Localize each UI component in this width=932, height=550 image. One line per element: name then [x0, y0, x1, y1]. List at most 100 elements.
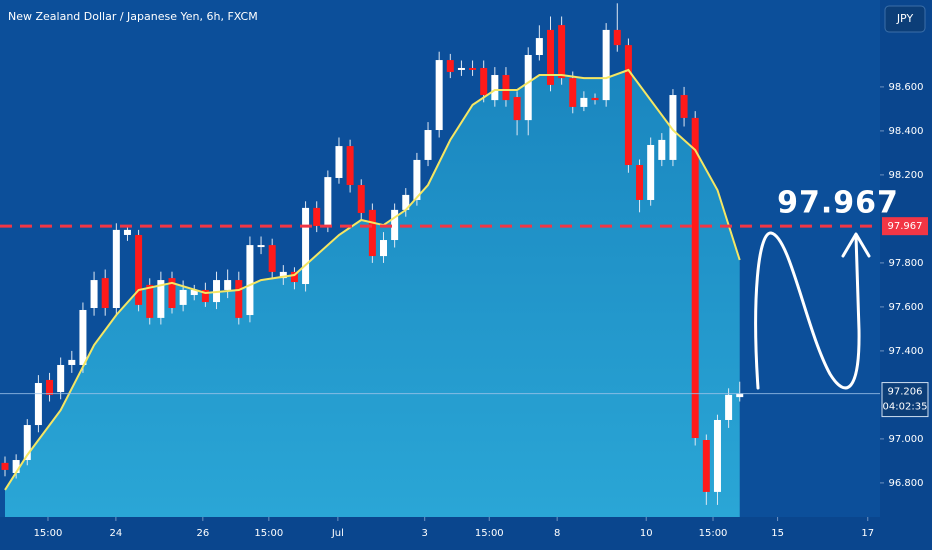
x-tick-label: 15:00 [254, 528, 283, 539]
candle-body [624, 45, 632, 165]
candle-body [680, 95, 688, 118]
candle-body [357, 185, 365, 213]
x-tick-label: 8 [554, 528, 560, 539]
candle-body [179, 289, 187, 305]
candle-body [146, 284, 154, 318]
last-price-label: 97.206 [888, 387, 923, 398]
candle-body [101, 278, 109, 308]
level-tag-label: 97.967 [888, 221, 923, 232]
x-tick-label: 10 [640, 528, 653, 539]
candle-body [1, 462, 9, 470]
candle-body [46, 379, 54, 395]
candle-body [402, 194, 410, 210]
candle-body [569, 78, 577, 107]
x-tick-label: 3 [422, 528, 428, 539]
candle-body [324, 177, 332, 226]
candle-body [424, 130, 432, 160]
candle-body [246, 245, 254, 316]
candle-body [235, 280, 243, 318]
candle-body [413, 159, 421, 200]
candle-body [558, 25, 566, 79]
candle-body [658, 139, 666, 160]
x-tick-label: Jul [331, 528, 344, 539]
candle-body [380, 240, 388, 257]
countdown: 04:02:35 [883, 402, 928, 413]
candle-body [112, 229, 120, 308]
ma-line [4, 68, 741, 491]
candle-body [279, 271, 287, 279]
candle-body [290, 271, 298, 283]
plot [0, 3, 880, 517]
candle-body [335, 146, 343, 178]
x-tick-label: 15:00 [475, 528, 504, 539]
candle-body [68, 359, 76, 365]
candle-body [346, 146, 354, 186]
candle-body [457, 67, 465, 70]
candle-body [57, 364, 65, 393]
candle-body [90, 280, 98, 308]
x-tick-label: 26 [196, 528, 209, 539]
x-tick-label: 17 [861, 528, 874, 539]
candle-body [524, 55, 532, 121]
candle-body [123, 229, 131, 235]
candle-body [313, 207, 321, 226]
candle-body [580, 97, 588, 107]
y-tick-label: 96.800 [889, 478, 924, 489]
candle-body [591, 97, 599, 101]
candle-body [702, 440, 710, 492]
level-tag [882, 217, 928, 236]
candle-body [669, 95, 677, 160]
y-tick-label: 97.800 [889, 258, 924, 269]
candle-body [201, 289, 209, 303]
candle-body [725, 394, 733, 420]
drawn-curve [754, 231, 861, 390]
candle-body [391, 209, 399, 241]
candle-body [168, 278, 176, 308]
candle-body [23, 425, 31, 461]
candle-body [302, 207, 310, 285]
candle-body [34, 383, 42, 426]
candle-body [613, 29, 621, 46]
level-annotation: 97.967 [777, 186, 899, 221]
candle-body [546, 29, 554, 85]
candle-body [636, 165, 644, 200]
candle-body [368, 209, 376, 257]
candle-body [79, 309, 87, 365]
candle-body [491, 75, 499, 101]
y-tick-label: 98.600 [889, 82, 924, 93]
price-scale [880, 0, 932, 550]
candle-body [135, 234, 143, 305]
candle-body [12, 460, 20, 473]
candle-body [647, 144, 655, 200]
last-price-tag [881, 382, 929, 418]
candle-body [268, 245, 276, 272]
drawn-arrowhead [841, 232, 871, 258]
candle-body [469, 67, 477, 70]
chart-title: New Zealand Dollar / Japanese Yen, 6h, F… [8, 10, 258, 23]
candle-body [435, 60, 443, 131]
y-tick-label: 97.000 [889, 434, 924, 445]
candle-body [480, 67, 488, 96]
candle-body [446, 60, 454, 72]
candle-body [691, 117, 699, 439]
ma-area [5, 70, 740, 517]
candle-body [535, 38, 543, 55]
candle-body [190, 289, 198, 296]
y-tick-label: 98.400 [889, 126, 924, 137]
y-tick-label: 97.400 [889, 346, 924, 357]
candle-body [257, 245, 265, 248]
candle-body [713, 419, 721, 492]
x-tick-label: 15:00 [34, 528, 63, 539]
x-tick-label: 15 [771, 528, 784, 539]
candle-body [736, 393, 744, 398]
candle-body [157, 280, 165, 318]
currency-button[interactable] [884, 5, 926, 33]
candle-body [224, 280, 232, 290]
candle-body [602, 29, 610, 101]
x-tick-label: 24 [110, 528, 123, 539]
currency-label: JPY [896, 12, 914, 25]
y-tick-label: 98.200 [889, 170, 924, 181]
x-tick-label: 15:00 [699, 528, 728, 539]
time-scale [0, 517, 880, 550]
